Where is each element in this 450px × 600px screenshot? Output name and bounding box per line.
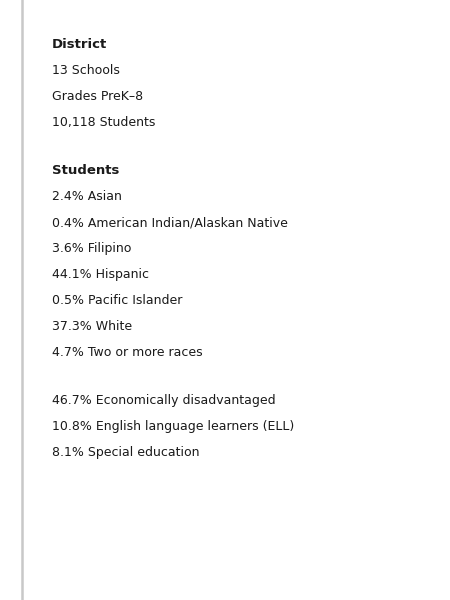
Text: 46.7% Economically disadvantaged: 46.7% Economically disadvantaged bbox=[52, 394, 275, 407]
Text: 3.6% Filipino: 3.6% Filipino bbox=[52, 242, 131, 255]
Text: District: District bbox=[52, 38, 107, 51]
Text: Students: Students bbox=[52, 164, 119, 177]
Text: 0.4% American Indian/Alaskan Native: 0.4% American Indian/Alaskan Native bbox=[52, 216, 288, 229]
Text: 13 Schools: 13 Schools bbox=[52, 64, 120, 77]
Text: Grades PreK–8: Grades PreK–8 bbox=[52, 90, 143, 103]
Text: 10.8% English language learners (ELL): 10.8% English language learners (ELL) bbox=[52, 420, 294, 433]
Text: 44.1% Hispanic: 44.1% Hispanic bbox=[52, 268, 149, 281]
Text: 4.7% Two or more races: 4.7% Two or more races bbox=[52, 346, 202, 359]
Text: 2.4% Asian: 2.4% Asian bbox=[52, 190, 122, 203]
Text: 8.1% Special education: 8.1% Special education bbox=[52, 446, 199, 459]
Text: 0.5% Pacific Islander: 0.5% Pacific Islander bbox=[52, 294, 182, 307]
Text: 37.3% White: 37.3% White bbox=[52, 320, 132, 333]
Text: 10,118 Students: 10,118 Students bbox=[52, 116, 155, 129]
